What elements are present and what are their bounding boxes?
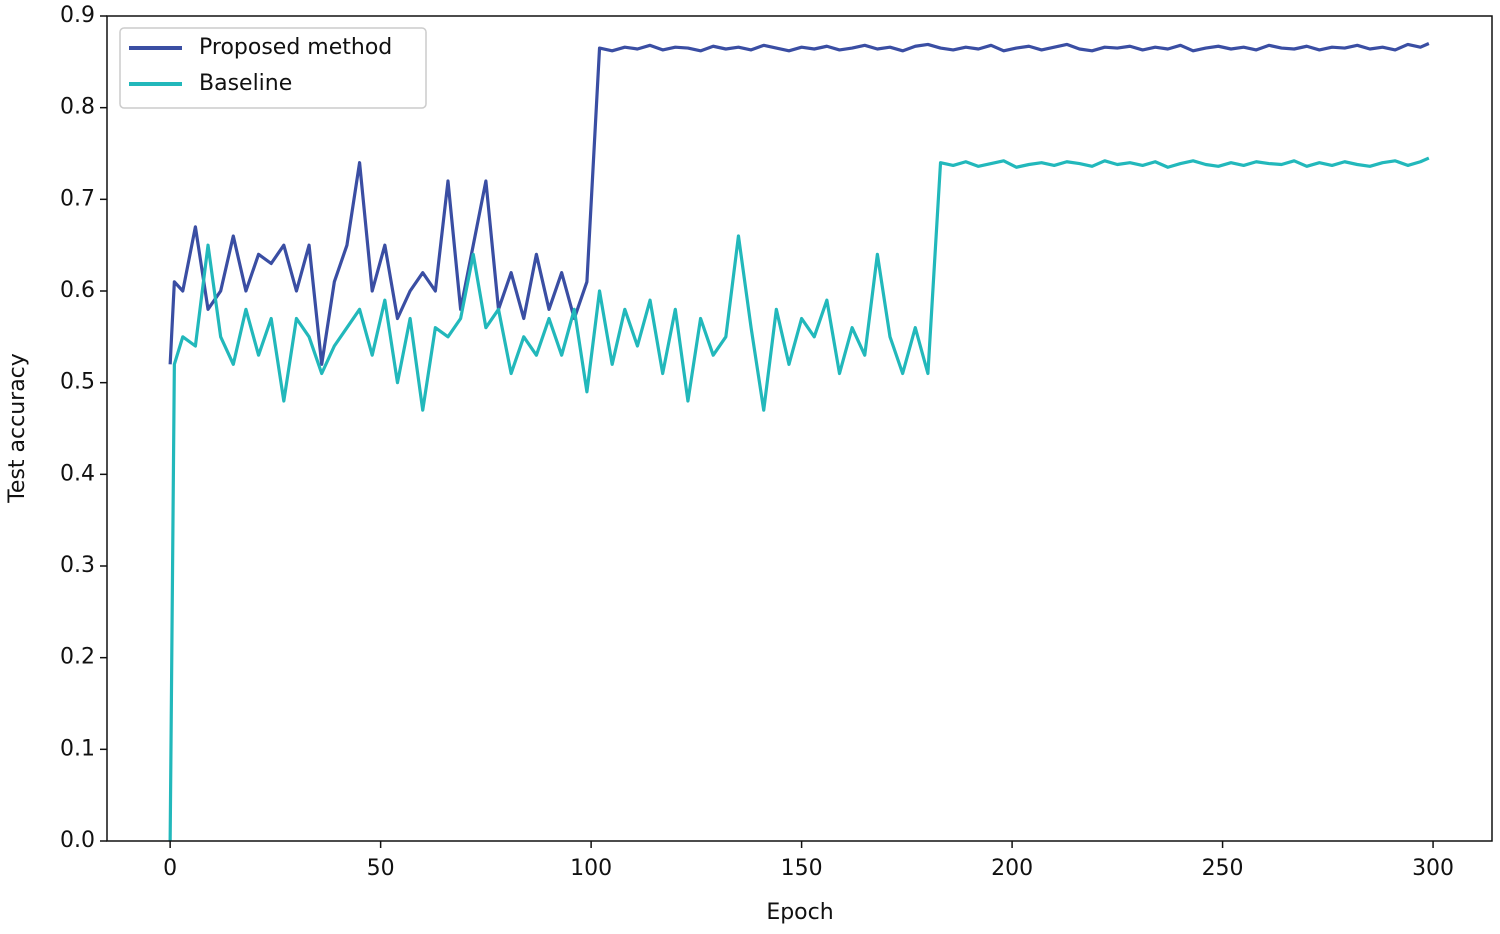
y-tick-label: 0.5 bbox=[60, 370, 95, 395]
y-axis-label: Test accuracy bbox=[5, 353, 30, 504]
x-tick-label: 50 bbox=[367, 856, 395, 881]
y-tick-label: 0.0 bbox=[60, 828, 95, 853]
x-tick-label: 300 bbox=[1412, 856, 1454, 881]
legend-label: Proposed method bbox=[199, 35, 392, 60]
y-tick-label: 0.8 bbox=[60, 95, 95, 120]
legend-label: Baseline bbox=[199, 71, 292, 96]
x-axis-label: Epoch bbox=[766, 900, 833, 925]
series-line bbox=[168, 156, 1430, 842]
legend-box bbox=[119, 27, 427, 109]
x-tick-label: 250 bbox=[1202, 856, 1244, 881]
y-tick-label: 0.1 bbox=[60, 736, 95, 761]
y-tick-label: 0.3 bbox=[60, 553, 95, 578]
x-tick-label: 0 bbox=[163, 856, 177, 881]
y-tick-label: 0.4 bbox=[60, 461, 95, 486]
series-line bbox=[168, 42, 1430, 366]
x-tick-label: 150 bbox=[781, 856, 823, 881]
plot-frame bbox=[106, 15, 1493, 842]
x-tick-label: 100 bbox=[570, 856, 612, 881]
x-tick-label: 200 bbox=[991, 856, 1033, 881]
y-tick-label: 0.2 bbox=[60, 645, 95, 670]
y-tick-label: 0.7 bbox=[60, 186, 95, 211]
y-tick-label: 0.6 bbox=[60, 278, 95, 303]
y-tick-label: 0.9 bbox=[60, 3, 95, 28]
